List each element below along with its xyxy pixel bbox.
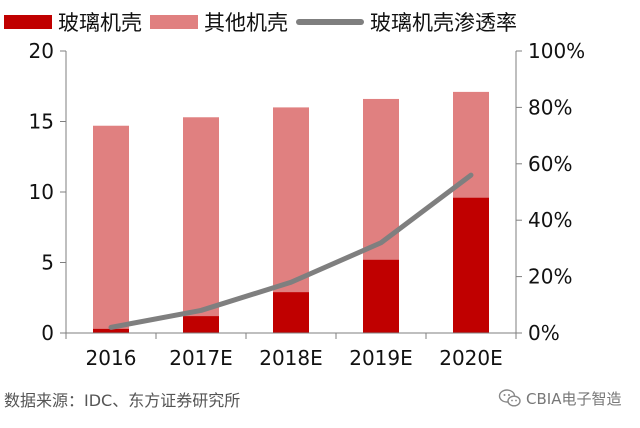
x-tick-label-2016: 2016 xyxy=(86,346,137,370)
legend-swatch-other xyxy=(150,15,198,29)
left-tick-label-5: 5 xyxy=(41,251,54,275)
point-rate-2020E xyxy=(470,174,472,176)
legend-label-glass: 玻璃机壳 xyxy=(58,11,142,35)
legend-item-glass: 玻璃机壳 xyxy=(4,8,142,36)
bar-other-2016 xyxy=(93,125,129,329)
legend-line-rate xyxy=(296,19,364,25)
right-tick-label-40%: 40% xyxy=(528,208,572,232)
point-rate-2018E xyxy=(290,281,292,283)
left-tick-label-10: 10 xyxy=(29,180,54,204)
bar-glass-2018E xyxy=(273,292,309,333)
right-tick-label-20%: 20% xyxy=(528,265,572,289)
wechat-icon xyxy=(498,389,521,407)
bar-glass-2016 xyxy=(93,328,129,333)
left-tick-label-20: 20 xyxy=(29,39,54,63)
bar-other-2020E xyxy=(453,91,489,198)
x-tick-label-2019E: 2019E xyxy=(349,346,413,370)
left-tick-label-15: 15 xyxy=(29,110,54,134)
right-tick-label-60%: 60% xyxy=(528,152,572,176)
legend-item-other: 其他机壳 xyxy=(150,8,288,36)
x-tick-label-2017E: 2017E xyxy=(169,346,233,370)
legend-label-rate: 玻璃机壳渗透率 xyxy=(370,11,517,35)
right-tick-label-80%: 80% xyxy=(528,95,572,119)
watermark: CBIA电子智造 xyxy=(498,386,621,410)
point-rate-2019E xyxy=(380,242,382,244)
legend-swatch-glass xyxy=(4,15,52,29)
legend: 玻璃机壳 其他机壳 玻璃机壳渗透率 xyxy=(0,8,640,36)
bar-other-2018E xyxy=(273,107,309,293)
point-rate-2017E xyxy=(200,309,202,311)
legend-label-other: 其他机壳 xyxy=(204,11,288,35)
watermark-text: CBIA电子智造 xyxy=(526,389,622,408)
point-rate-2016 xyxy=(110,326,112,328)
x-tick-label-2020E: 2020E xyxy=(439,346,503,370)
source-note: 数据来源：IDC、东方证券研究所 xyxy=(4,391,241,410)
bar-glass-2020E xyxy=(453,197,489,333)
bar-other-2017E xyxy=(183,117,219,317)
right-tick-label-100%: 100% xyxy=(528,39,585,63)
bar-glass-2017E xyxy=(183,316,219,333)
legend-item-rate: 玻璃机壳渗透率 xyxy=(296,8,517,36)
bar-glass-2019E xyxy=(363,259,399,333)
x-tick-label-2018E: 2018E xyxy=(259,346,323,370)
right-tick-label-0%: 0% xyxy=(528,321,560,345)
left-tick-label-0: 0 xyxy=(41,321,54,345)
